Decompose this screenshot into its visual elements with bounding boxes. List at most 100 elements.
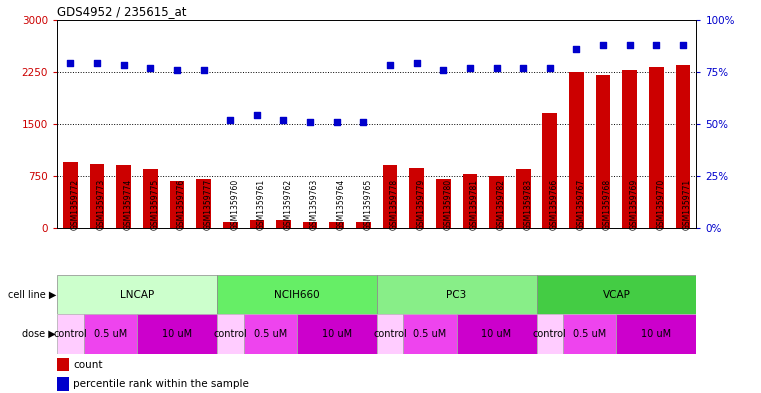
Text: GSM1359774: GSM1359774	[123, 179, 132, 230]
Bar	[137, 314, 217, 354]
Bar	[649, 67, 664, 228]
Point	[117, 62, 129, 69]
Bar	[537, 275, 696, 314]
Point	[357, 119, 369, 125]
Point	[250, 112, 263, 119]
Text: 0.5 uM: 0.5 uM	[253, 329, 287, 339]
Bar	[84, 314, 137, 354]
Bar	[409, 168, 424, 228]
Bar	[143, 169, 158, 228]
Point	[437, 66, 449, 73]
Bar	[196, 179, 211, 228]
Text: GSM1359763: GSM1359763	[310, 179, 319, 230]
Bar	[170, 181, 184, 228]
Text: 10 uM: 10 uM	[162, 329, 192, 339]
Bar	[356, 222, 371, 228]
Point	[384, 62, 396, 69]
Text: GSM1359783: GSM1359783	[524, 179, 532, 230]
Bar	[217, 275, 377, 314]
Bar	[403, 314, 457, 354]
Point	[64, 60, 76, 66]
Text: GSM1359772: GSM1359772	[70, 179, 79, 230]
Bar	[377, 275, 537, 314]
Text: GSM1359771: GSM1359771	[683, 179, 692, 230]
Bar	[676, 66, 690, 228]
Point	[490, 64, 502, 71]
Text: VCAP: VCAP	[603, 290, 630, 300]
Text: GSM1359775: GSM1359775	[151, 179, 159, 230]
Bar	[463, 174, 477, 228]
Text: 10 uM: 10 uM	[642, 329, 671, 339]
Point	[597, 42, 609, 48]
Text: 0.5 uM: 0.5 uM	[573, 329, 607, 339]
Bar	[63, 162, 78, 228]
Text: GSM1359767: GSM1359767	[577, 179, 585, 230]
Point	[411, 60, 423, 66]
Bar	[436, 179, 451, 228]
Point	[624, 42, 636, 48]
Point	[571, 46, 583, 52]
Point	[517, 64, 530, 71]
Text: 0.5 uM: 0.5 uM	[94, 329, 127, 339]
Bar	[297, 314, 377, 354]
Text: GSM1359782: GSM1359782	[496, 179, 505, 230]
Point	[543, 64, 556, 71]
Bar	[516, 169, 530, 228]
Text: GSM1359760: GSM1359760	[230, 179, 239, 230]
Bar	[543, 113, 557, 228]
Text: control: control	[533, 329, 567, 339]
Text: GSM1359778: GSM1359778	[390, 179, 399, 230]
Bar	[90, 164, 104, 228]
Point	[677, 42, 689, 48]
Bar	[57, 314, 84, 354]
Text: GSM1359773: GSM1359773	[97, 179, 106, 230]
Point	[330, 119, 342, 125]
Text: GSM1359780: GSM1359780	[443, 179, 452, 230]
Text: count: count	[73, 360, 103, 370]
Text: control: control	[213, 329, 247, 339]
Bar	[217, 314, 244, 354]
Bar	[489, 176, 504, 228]
Point	[277, 116, 289, 123]
Bar	[244, 314, 297, 354]
Text: cell line ▶: cell line ▶	[8, 290, 56, 300]
Text: control: control	[373, 329, 407, 339]
Text: PC3: PC3	[447, 290, 466, 300]
Bar	[276, 220, 291, 228]
Bar	[563, 314, 616, 354]
Bar	[457, 314, 537, 354]
Text: 10 uM: 10 uM	[322, 329, 352, 339]
Point	[463, 64, 476, 71]
Bar	[377, 314, 403, 354]
Bar	[250, 220, 264, 228]
Text: 0.5 uM: 0.5 uM	[413, 329, 447, 339]
Text: control: control	[53, 329, 88, 339]
Bar	[57, 377, 68, 391]
Point	[198, 66, 210, 73]
Text: GSM1359781: GSM1359781	[470, 179, 479, 230]
Bar	[303, 222, 317, 228]
Point	[304, 119, 317, 125]
Text: dose ▶: dose ▶	[22, 329, 56, 339]
Point	[91, 60, 103, 66]
Bar	[569, 72, 584, 228]
Text: GDS4952 / 235615_at: GDS4952 / 235615_at	[57, 6, 186, 18]
Text: GSM1359765: GSM1359765	[363, 179, 372, 230]
Text: percentile rank within the sample: percentile rank within the sample	[73, 379, 249, 389]
Bar	[57, 275, 217, 314]
Bar	[57, 358, 68, 371]
Text: 10 uM: 10 uM	[482, 329, 511, 339]
Text: GSM1359761: GSM1359761	[256, 179, 266, 230]
Text: GSM1359770: GSM1359770	[656, 179, 665, 230]
Bar	[622, 70, 637, 228]
Text: GSM1359779: GSM1359779	[417, 179, 425, 230]
Bar	[596, 75, 610, 228]
Text: GSM1359768: GSM1359768	[603, 179, 612, 230]
Text: GSM1359766: GSM1359766	[549, 179, 559, 230]
Bar	[116, 165, 131, 228]
Point	[170, 66, 183, 73]
Point	[650, 42, 662, 48]
Text: LNCAP: LNCAP	[119, 290, 154, 300]
Bar	[330, 222, 344, 228]
Text: GSM1359762: GSM1359762	[283, 179, 292, 230]
